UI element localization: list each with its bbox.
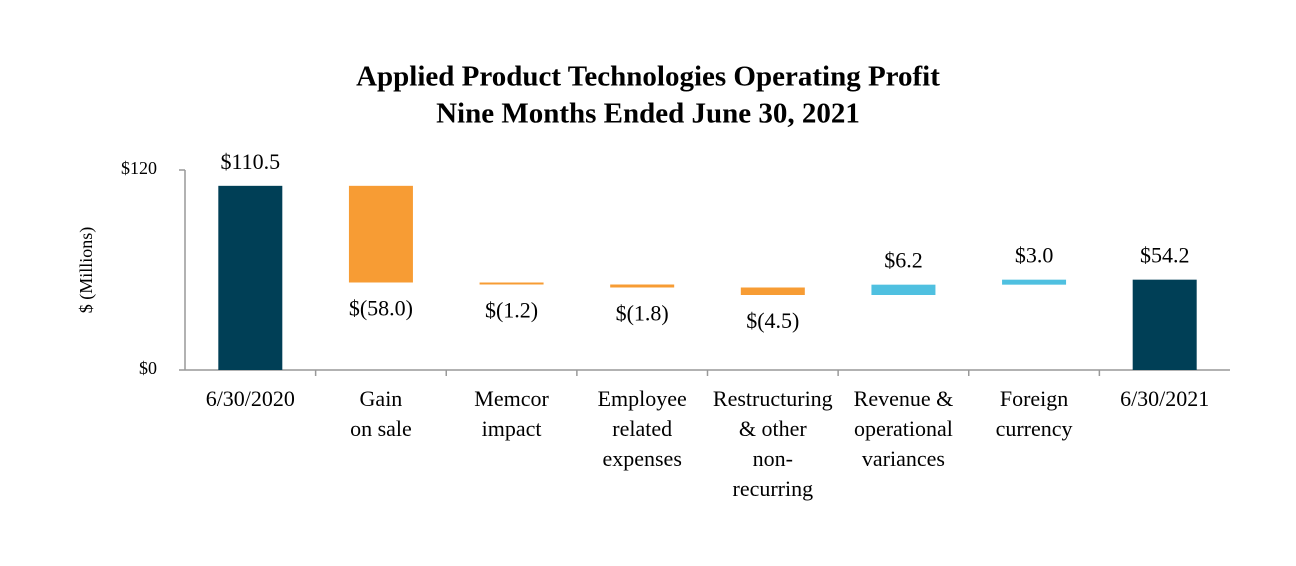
chart-title: Applied Product Technologies Operating P… [356, 61, 940, 93]
x-tick-label: expenses [602, 446, 681, 471]
x-tick-label: recurring [733, 476, 814, 501]
bar [218, 185, 283, 370]
value-label: $(4.5) [746, 308, 799, 333]
x-tick-label: Revenue & [854, 386, 954, 411]
y-tick-label: $120 [121, 158, 157, 178]
value-label: $3.0 [1015, 243, 1054, 268]
value-label: $6.2 [884, 248, 923, 273]
bar [348, 185, 413, 283]
x-tick-label: Employee [598, 386, 687, 411]
x-tick-label: & other [739, 416, 807, 441]
x-tick-label: Restructuring [713, 386, 833, 411]
x-tick-label: variances [862, 446, 945, 471]
x-tick-label: impact [482, 416, 542, 441]
x-tick-label: related [612, 416, 672, 441]
bar [610, 284, 675, 288]
y-axis-label: $ (Millions) [76, 227, 97, 314]
value-label: $110.5 [220, 149, 280, 174]
bar [479, 282, 544, 285]
value-label: $(1.8) [616, 301, 669, 326]
chart-subtitle: Nine Months Ended June 30, 2021 [436, 98, 860, 130]
x-tick-label: on sale [350, 416, 412, 441]
bar [1132, 279, 1197, 370]
y-tick-label: $0 [139, 358, 157, 378]
x-tick-label: operational [854, 416, 953, 441]
x-tick-label: Foreign [1000, 386, 1068, 411]
bar [740, 287, 805, 295]
x-tick-label: 6/30/2021 [1120, 386, 1209, 411]
x-tick-label: Gain [360, 386, 403, 411]
value-label: $(1.2) [485, 298, 538, 323]
value-label: $54.2 [1140, 243, 1190, 268]
x-tick-label: non- [753, 446, 793, 471]
bar [1002, 279, 1067, 285]
bar [871, 284, 936, 295]
value-label: $(58.0) [349, 296, 413, 321]
x-tick-label: currency [996, 416, 1073, 441]
x-tick-label: Memcor [474, 386, 549, 411]
x-tick-label: 6/30/2020 [206, 386, 295, 411]
